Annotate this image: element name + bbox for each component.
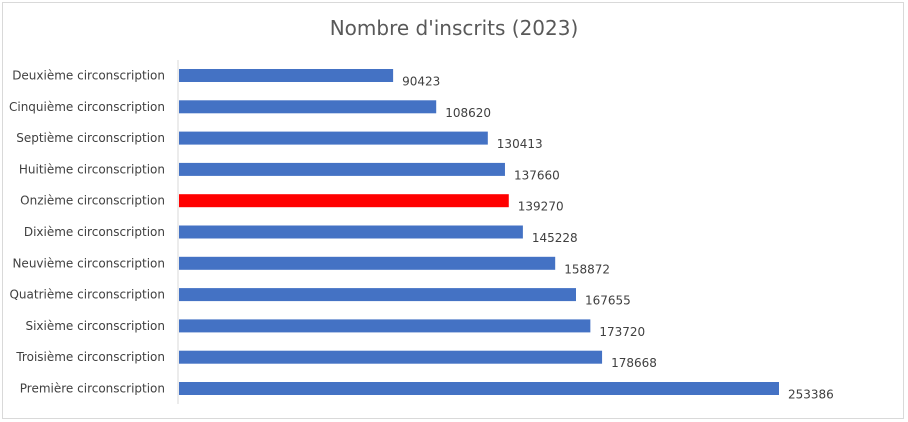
bar <box>179 194 509 208</box>
category-label: Troisième circonscription <box>15 350 165 364</box>
bar <box>179 100 437 114</box>
category-label: Dixième circonscription <box>24 225 165 239</box>
bar <box>179 382 779 395</box>
data-label: 145228 <box>532 231 578 245</box>
bar <box>179 162 505 176</box>
data-label: 178668 <box>611 356 657 370</box>
bar <box>179 350 603 364</box>
bar <box>179 256 556 270</box>
category-label: Septième circonscription <box>16 131 165 145</box>
data-label: 167655 <box>585 294 631 308</box>
bar <box>179 131 488 145</box>
category-label: Deuxième circonscription <box>12 69 165 83</box>
category-label: Neuvième circonscription <box>12 256 165 270</box>
category-label: Onzième circonscription <box>20 194 165 208</box>
bar <box>179 225 523 239</box>
data-label: 173720 <box>599 325 645 339</box>
category-label: Sixième circonscription <box>25 319 165 333</box>
category-label: Première circonscription <box>20 382 165 396</box>
data-label: 90423 <box>402 75 440 89</box>
data-label: 108620 <box>445 106 491 120</box>
data-label: 130413 <box>497 137 543 151</box>
bar <box>179 69 394 82</box>
data-label: 137660 <box>514 168 560 182</box>
data-label: 139270 <box>518 200 564 214</box>
data-label: 158872 <box>564 262 610 276</box>
chart-title: Nombre d'inscrits (2023) <box>329 16 579 40</box>
data-label: 253386 <box>788 388 834 402</box>
bar <box>179 319 591 333</box>
bar <box>179 288 576 302</box>
category-label: Quatrième circonscription <box>9 288 165 302</box>
category-label: Huitième circonscription <box>19 162 165 176</box>
category-label: Cinquième circonscription <box>9 100 165 114</box>
